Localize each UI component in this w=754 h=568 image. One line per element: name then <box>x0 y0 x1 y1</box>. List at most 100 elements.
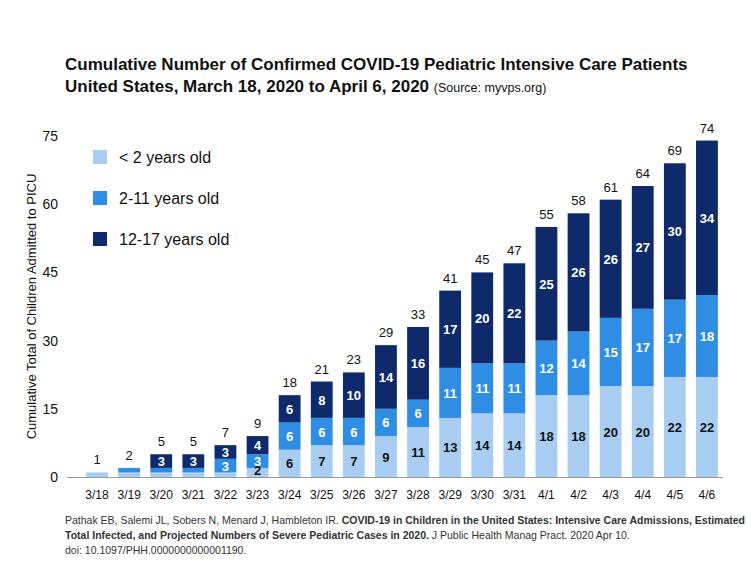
bar-segment <box>279 395 301 422</box>
citation: Pathak EB, Salemi JL, Sobers N, Menard J… <box>65 514 342 526</box>
bar-segment <box>600 318 622 386</box>
bar-segment <box>568 395 590 477</box>
data-label: 20 <box>636 425 650 440</box>
x-tick-label: 3/21 <box>182 488 206 502</box>
bar-segment <box>118 467 140 468</box>
bar-segment <box>439 368 461 418</box>
bar-segment <box>343 418 365 445</box>
bar-segment <box>343 445 365 477</box>
data-label: 20 <box>603 425 617 440</box>
bar-segment <box>664 163 686 299</box>
total-label: 58 <box>571 193 585 208</box>
data-label: 11 <box>507 381 521 396</box>
data-label: 22 <box>668 420 682 435</box>
legend-label: 12-17 years old <box>119 231 229 248</box>
data-label: 18 <box>539 429 553 444</box>
bar-segment <box>279 450 301 477</box>
bar-segment <box>471 363 493 413</box>
data-label: 14 <box>571 356 586 371</box>
citation: J Public Health Manag Pract. 2020 Apr 10… <box>432 529 630 541</box>
total-label: 18 <box>282 375 296 390</box>
x-tick-label: 3/30 <box>471 488 495 502</box>
data-label: 9 <box>382 450 389 465</box>
bar-segment <box>568 332 590 396</box>
data-label: 4 <box>254 438 262 453</box>
subtitle: United States, March 18, 2020 to April 6… <box>65 77 434 96</box>
x-tick-label: 3/27 <box>374 488 398 502</box>
bar-segment <box>600 386 622 477</box>
bar-segment <box>632 186 654 309</box>
data-label: 14 <box>379 370 394 385</box>
citation-line: Pathak EB, Salemi JL, Sobers N, Menard J… <box>65 514 745 526</box>
bar-segment <box>118 472 140 477</box>
total-label: 55 <box>539 207 553 222</box>
data-label: 14 <box>475 438 490 453</box>
data-label: 6 <box>286 402 293 417</box>
x-tick-label: 3/29 <box>438 488 462 502</box>
data-label: 6 <box>382 415 389 430</box>
bar-segment <box>696 377 718 477</box>
total-label: 5 <box>158 434 165 449</box>
bar-segment <box>407 427 429 477</box>
bar-segment <box>536 395 558 477</box>
bar-segment <box>311 445 333 477</box>
bar-segment <box>182 472 204 477</box>
x-tick-label: 3/26 <box>342 488 366 502</box>
data-label: 18 <box>571 429 585 444</box>
bar-segment <box>471 413 493 477</box>
subtitle-line: United States, March 18, 2020 to April 6… <box>65 77 546 96</box>
x-tick-label: 3/19 <box>117 488 141 502</box>
legend-swatch <box>93 191 107 205</box>
total-label: 29 <box>379 325 393 340</box>
bar-segment <box>375 436 397 477</box>
total-label: 21 <box>315 362 329 377</box>
y-tick-label: 75 <box>42 128 58 144</box>
data-label: 18 <box>700 329 714 344</box>
bar-segment <box>696 295 718 377</box>
y-tick-label: 0 <box>50 469 58 485</box>
bar-segment <box>471 272 493 363</box>
x-tick-label: 4/5 <box>667 488 684 502</box>
bar-segment <box>86 472 108 473</box>
data-label: 3 <box>254 454 261 469</box>
total-label: 74 <box>700 121 714 136</box>
data-label: 15 <box>603 345 617 360</box>
x-axis <box>67 477 723 478</box>
data-label: 20 <box>475 311 489 326</box>
data-label: 34 <box>700 211 715 226</box>
total-label: 33 <box>411 307 425 322</box>
data-label: 12 <box>539 361 553 376</box>
x-tick-label: 3/20 <box>150 488 174 502</box>
total-label: 45 <box>475 252 489 267</box>
bar-segment <box>343 372 365 417</box>
y-tick-label: 60 <box>42 196 58 212</box>
bar-segment <box>311 382 333 418</box>
total-label: 5 <box>190 434 197 449</box>
source: (Source: myvps.org) <box>434 81 547 95</box>
bar-segment <box>664 300 686 377</box>
data-label: 6 <box>286 456 293 471</box>
data-label: 30 <box>668 224 682 239</box>
total-label: 69 <box>668 143 682 158</box>
x-tick-label: 3/23 <box>246 488 270 502</box>
title: Cumulative Number of Confirmed COVID-19 … <box>65 55 688 74</box>
data-label: 11 <box>475 381 489 396</box>
data-label: 17 <box>636 340 650 355</box>
data-label: 13 <box>443 440 457 455</box>
citation-line: doi: 10.1097/PHH.0000000000001190. <box>65 544 246 556</box>
data-label: 8 <box>318 393 325 408</box>
total-label: 64 <box>636 166 650 181</box>
bar-segment <box>632 309 654 386</box>
bar-segment <box>664 377 686 477</box>
bar-segment <box>407 327 429 400</box>
data-label: 7 <box>350 454 357 469</box>
bar-segment <box>696 141 718 296</box>
total-label: 23 <box>347 352 361 367</box>
data-label: 3 <box>222 459 229 474</box>
bar-segment <box>600 200 622 318</box>
x-tick-label: 4/4 <box>634 488 651 502</box>
bar-segment <box>503 413 525 477</box>
citation: COVID-19 in Children in the United State… <box>342 514 745 526</box>
x-tick-label: 3/22 <box>214 488 238 502</box>
total-label: 41 <box>443 271 457 286</box>
